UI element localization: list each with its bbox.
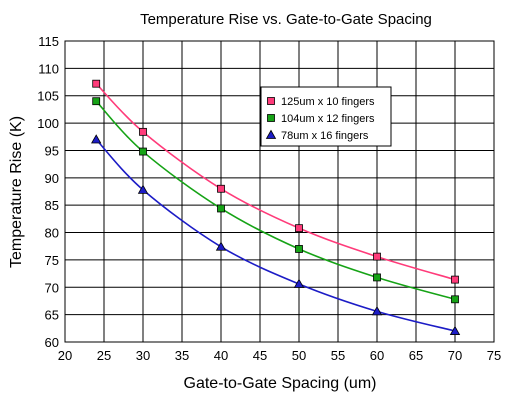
plot-background [65,41,494,342]
y-tick-label: 90 [45,171,59,186]
data-point [295,245,303,253]
data-point [293,278,305,288]
y-tick-label: 80 [45,226,59,241]
data-point [451,275,459,284]
x-tick-label: 30 [136,348,150,363]
series-2 [92,97,459,304]
series-3 [91,134,461,335]
y-axis-ticks: 60 65 70 75 80 85 90 95 100 105 110 115 [37,34,59,350]
legend-item: 125um x 10 fingers [267,96,375,108]
data-point [137,184,149,194]
legend: 125um x 10 fingers 104um x 12 fingers 78um… [260,86,392,147]
legend-marker [267,97,275,105]
series-layer [91,79,461,335]
chart-title: Temperature Rise vs. Gate-to-Gate Spacin… [140,11,432,28]
legend-marker [267,114,275,122]
legend-label: 125um x 10 fingers [281,96,375,108]
x-tick-label: 35 [175,348,189,363]
x-axis-ticks: 20 25 30 35 40 45 50 55 60 65 70 75 [58,348,501,363]
data-point [139,127,147,136]
plot-border [64,40,495,343]
x-tick-label: 70 [448,348,462,363]
x-tick-label: 65 [409,348,423,363]
x-axis-title: Gate-to-Gate Spacing (um) [184,375,377,392]
data-point [373,252,381,261]
plot-area [64,40,495,343]
y-tick-label: 105 [37,89,59,104]
y-tick-label: 60 [45,335,59,350]
x-tick-label: 25 [97,348,111,363]
legend-box [260,86,392,147]
y-tick-label: 85 [45,198,59,213]
y-tick-label: 115 [38,34,59,49]
data-point [139,147,147,156]
legend-item: 104um x 12 fingers [267,113,375,125]
data-point [217,184,225,193]
data-point [91,134,102,144]
data-point [451,295,459,304]
x-tick-label: 50 [292,348,306,363]
legend-label: 104um x 12 fingers [281,113,375,125]
x-tick-label: 55 [331,348,345,363]
legend-label: 78um x 16 fingers [281,130,369,142]
data-point [373,273,381,282]
x-tick-label: 40 [214,348,228,363]
y-axis-title: Temperature Rise (K) [8,116,25,268]
legend-item: 78um x 16 fingers [265,129,369,142]
y-tick-label: 100 [37,116,59,131]
y-tick-label: 70 [45,280,59,295]
y-tick-label: 110 [38,61,59,76]
x-tick-label: 45 [253,348,267,363]
x-tick-label: 60 [370,348,384,363]
data-point [92,97,101,106]
x-tick-label: 20 [58,348,72,363]
data-point [92,79,101,88]
data-point [295,224,303,233]
data-point [449,325,461,335]
data-point [371,306,383,316]
series-1 [92,79,459,284]
y-tick-label: 65 [45,308,59,323]
y-tick-label: 95 [45,143,59,158]
data-point [217,204,225,213]
y-tick-label: 75 [45,253,59,268]
data-point [215,241,227,251]
legend-marker [265,129,277,139]
x-tick-label: 75 [487,348,501,363]
